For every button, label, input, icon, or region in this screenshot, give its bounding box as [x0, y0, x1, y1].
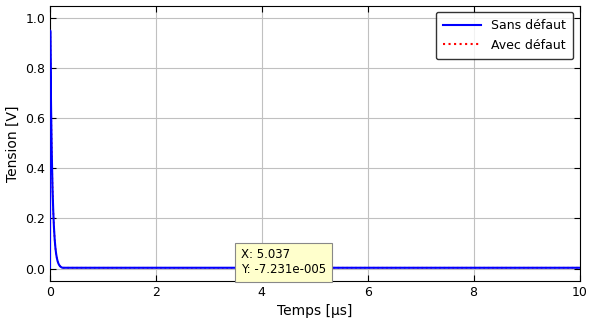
Avec défaut [576, 266, 583, 270]
Y-axis label: Tension [V]: Tension [V] [5, 105, 20, 181]
Avec défaut [47, 29, 54, 32]
Avec défaut [334, 266, 341, 270]
Sans défaut [174, 266, 181, 270]
Line: Sans défaut: Sans défaut [50, 30, 579, 268]
Sans défaut [249, 266, 256, 270]
Sans défaut [576, 266, 583, 270]
Avec défaut [82, 266, 90, 270]
Avec défaut [439, 266, 447, 270]
Avec défaut [174, 266, 181, 270]
Sans défaut [82, 266, 90, 270]
Line: Avec défaut: Avec défaut [50, 30, 579, 274]
Avec défaut [46, 266, 53, 270]
Avec défaut [313, 272, 320, 276]
Legend: Sans défaut, Avec défaut: Sans défaut, Avec défaut [436, 12, 573, 59]
Avec défaut [249, 266, 256, 270]
Sans défaut [365, 266, 372, 270]
X-axis label: Temps [μs]: Temps [μs] [277, 305, 352, 318]
Sans défaut [46, 266, 53, 270]
Sans défaut [47, 29, 54, 32]
Avec défaut [365, 266, 372, 270]
Text: X: 5.037
Y: -7.231e-005: X: 5.037 Y: -7.231e-005 [241, 249, 326, 276]
Sans défaut [439, 266, 447, 270]
Sans défaut [334, 266, 341, 270]
